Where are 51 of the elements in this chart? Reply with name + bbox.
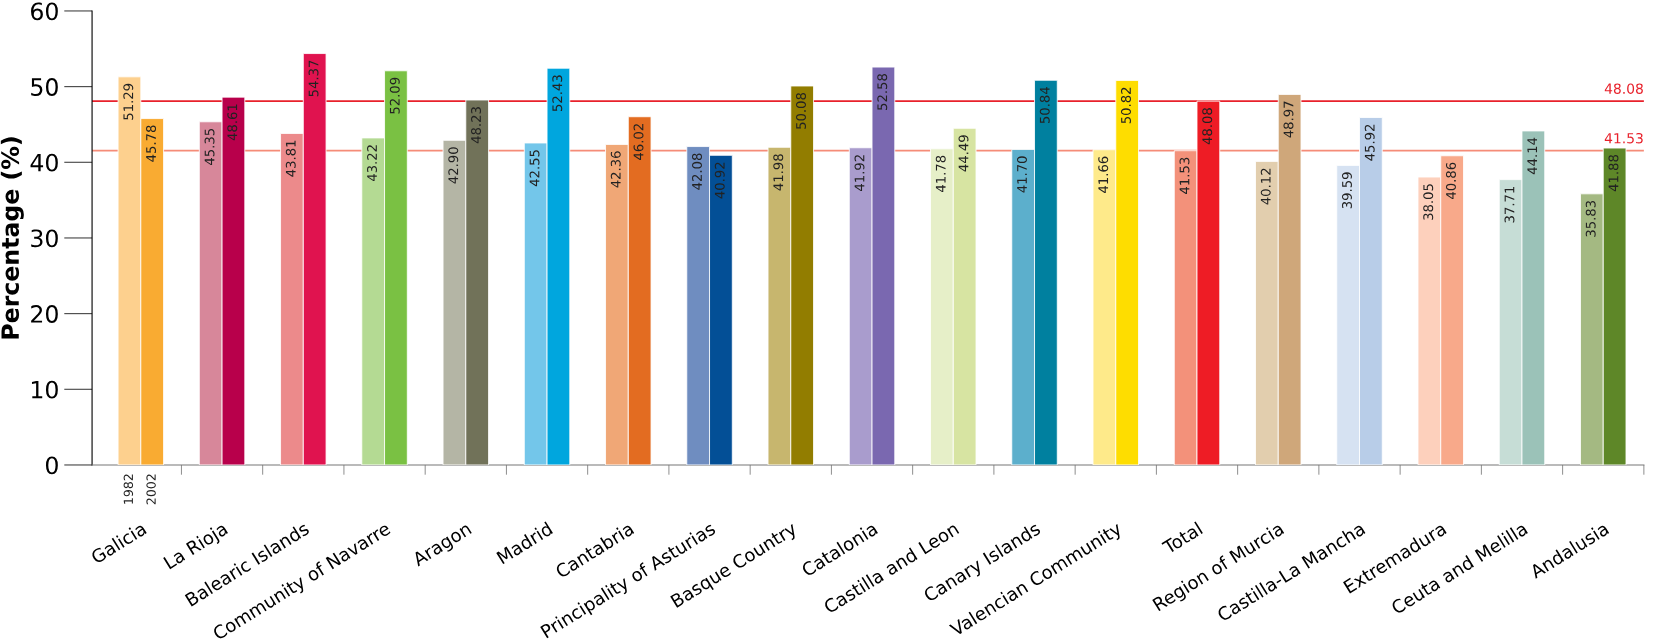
data-label: 52.43 [552, 75, 563, 112]
data-label: 40.12 [1260, 168, 1271, 205]
data-label: 41.98 [773, 154, 784, 191]
data-label: 41.92 [854, 155, 865, 191]
data-label: 46.02 [633, 124, 644, 160]
data-label: 54.37 [308, 60, 319, 97]
data-label: 48.97 [1283, 101, 1294, 138]
data-label: 41.53 [1179, 157, 1190, 194]
data-label: 37.71 [1504, 186, 1515, 223]
data-label: 39.59 [1341, 172, 1352, 209]
data-label: 42.08 [692, 153, 702, 190]
data-label: 42.90 [448, 147, 459, 184]
data-label: 52.58 [877, 74, 888, 110]
y-tick-label: 50 [31, 78, 58, 96]
y-tick-label: 60 [31, 2, 58, 21]
y-tick-label: 40 [30, 153, 58, 172]
y-axis-title: Percentage (%) [0, 137, 24, 339]
y-tick-label: 10 [31, 380, 58, 399]
ref-line-label: 41.53 [1604, 132, 1643, 144]
data-label: 42.36 [610, 151, 621, 188]
data-label: 42.55 [529, 150, 540, 187]
data-label: 43.81 [285, 140, 296, 177]
data-label: 45.92 [1364, 124, 1375, 161]
text: 2002 [146, 474, 156, 505]
x-tick-label: La Rioja [162, 521, 230, 573]
data-label: 44.14 [1527, 137, 1538, 175]
data-label: 38.05 [1423, 184, 1434, 220]
data-label: 52.09 [389, 77, 400, 114]
data-label: 43.22 [367, 145, 378, 182]
y-tick-label: 20 [31, 305, 58, 323]
y-tick-label: 0 [45, 456, 58, 475]
data-label: 41.66 [1098, 156, 1109, 193]
data-label: 45.35 [204, 129, 215, 165]
data-label: 41.70 [1017, 156, 1027, 193]
data-label: 51.29 [123, 83, 134, 120]
data-label: 40.92 [714, 162, 725, 199]
data-label: 50.82 [1120, 87, 1131, 124]
data-label: 41.88 [1608, 155, 1619, 192]
data-label: 40.86 [1445, 162, 1456, 199]
data-label: 41.78 [935, 155, 946, 192]
data-label: 48.61 [227, 104, 238, 141]
y-tick-label: 30 [31, 229, 58, 248]
data-label: 50.84 [1039, 87, 1050, 124]
data-label: 44.49 [958, 135, 969, 172]
data-label: 48.08 [1202, 108, 1213, 145]
text: 1982 [123, 474, 134, 504]
data-label: 48.23 [471, 107, 481, 144]
data-label: 35.83 [1585, 200, 1596, 237]
ref-line-label: 48.08 [1604, 83, 1643, 94]
data-label: 45.78 [146, 125, 157, 162]
data-label: 50.08 [796, 92, 806, 129]
